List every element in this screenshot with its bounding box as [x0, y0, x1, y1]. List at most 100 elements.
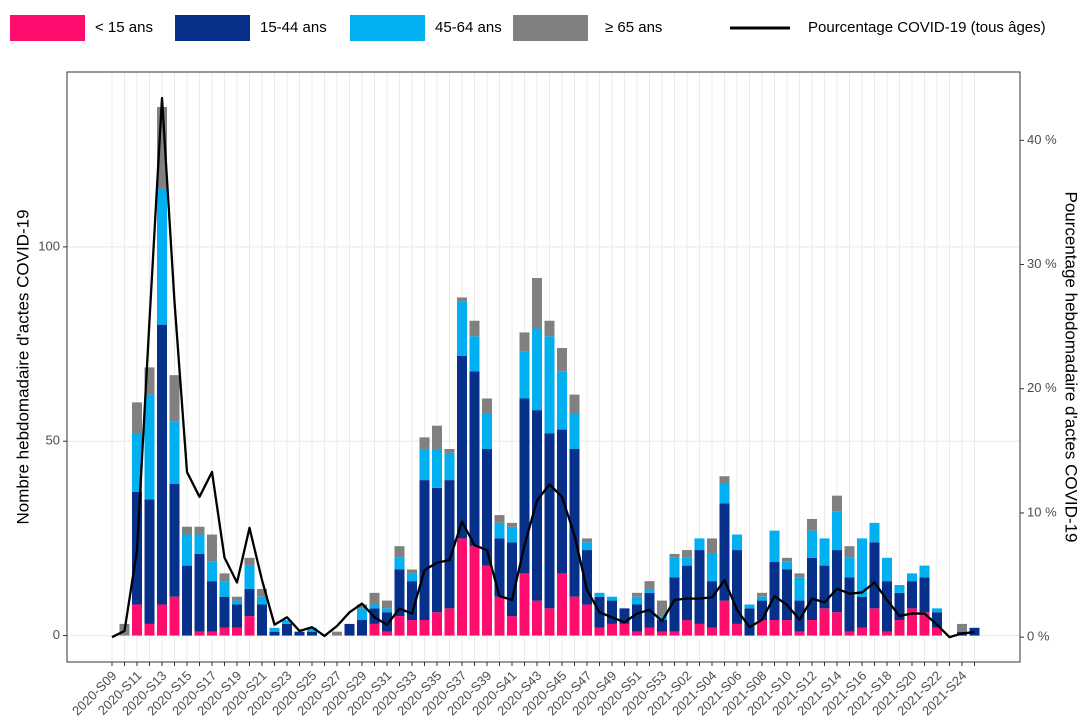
bar-segment — [844, 577, 855, 632]
bar-segment — [194, 526, 205, 535]
bar-segment — [519, 573, 530, 636]
bar-segment — [182, 526, 192, 535]
y2-axis-title: Pourcentage hebdomadaire d'actes COVID-1… — [1062, 191, 1081, 542]
bar-segment — [194, 553, 205, 632]
bar-segment — [682, 620, 692, 636]
bar-segment — [894, 585, 905, 593]
legend-label: ≥ 65 ans — [605, 19, 662, 36]
bar-segment — [894, 592, 905, 621]
bar-segment — [907, 581, 917, 609]
bar-segment — [282, 620, 292, 624]
bar-segment — [657, 620, 667, 632]
bar-segment — [382, 600, 392, 609]
bar-segment — [832, 612, 842, 636]
bar-segment — [307, 631, 317, 636]
y-tick-label: 0 — [53, 627, 60, 642]
bar-segment — [844, 631, 855, 636]
bar-segment — [869, 542, 880, 609]
bar-segment — [532, 277, 542, 329]
bar-segment — [757, 596, 767, 601]
bar-segment — [332, 631, 342, 636]
bar-segment — [544, 336, 555, 434]
legend-swatch — [10, 15, 85, 41]
bar-segment — [457, 355, 467, 539]
bar-segment — [832, 550, 842, 613]
bar-segment — [694, 623, 705, 636]
bar-segment — [432, 425, 442, 450]
bar-segment — [232, 604, 242, 628]
bar-segment — [932, 612, 942, 628]
bar-segment — [244, 565, 255, 589]
bar-segment — [669, 577, 680, 632]
bar-segment — [844, 546, 855, 558]
bar-segment — [482, 398, 492, 415]
bar-segment — [669, 631, 680, 636]
bar-segment — [619, 608, 630, 624]
bar-segment — [207, 581, 217, 632]
bar-segment — [657, 631, 667, 636]
bar-segment — [807, 620, 817, 636]
bar-segment — [882, 557, 892, 582]
bar-segment — [232, 600, 242, 605]
bar-segment — [469, 371, 480, 547]
bar-segment — [194, 631, 205, 636]
bar-segment — [757, 592, 767, 597]
bar-segment — [857, 596, 867, 628]
bar-segment — [582, 538, 592, 543]
bar-segment — [757, 620, 767, 636]
bar-segment — [819, 538, 830, 566]
bar-segment — [644, 588, 655, 593]
bar-segment — [719, 600, 730, 636]
bar-segment — [307, 627, 317, 632]
bar-segment — [719, 503, 730, 601]
bar-segment — [507, 522, 517, 527]
bar-segment — [819, 608, 830, 636]
bar-segment — [569, 596, 580, 636]
bar-segment — [469, 320, 480, 337]
y2-tick-label: 10 % — [1027, 504, 1057, 519]
bar-segment — [519, 332, 530, 352]
bar-segment — [432, 449, 442, 488]
bar-segment — [669, 553, 680, 558]
bar-segment — [644, 627, 655, 636]
bar-segment — [132, 402, 142, 434]
bar-segment — [444, 480, 455, 609]
bar-segment — [257, 604, 267, 636]
bar-segment — [369, 592, 380, 605]
bar-segment — [169, 421, 180, 484]
bar-segment — [707, 553, 717, 582]
bar-segment — [207, 561, 217, 582]
bar-segment — [594, 592, 605, 597]
bar-segment — [469, 336, 480, 372]
bar-segment — [157, 106, 167, 189]
bar-segment — [682, 565, 692, 621]
bar-segment — [582, 542, 592, 551]
bar-segment — [769, 561, 780, 621]
bar-segment — [469, 546, 480, 636]
bar-segment — [832, 511, 842, 551]
bar-segment — [569, 414, 580, 450]
bar-segment — [382, 612, 392, 632]
panel-border — [66, 71, 1021, 663]
line — [111, 96, 975, 639]
bar-segment — [294, 631, 305, 636]
bar-segment — [457, 297, 467, 302]
bar-segment — [419, 620, 430, 636]
bar-segment — [507, 526, 517, 543]
y-axis-title: Nombre hebdomadaire d'actes COVID-19 — [13, 209, 32, 524]
bar-segment — [694, 550, 705, 624]
bar-segment — [394, 546, 405, 558]
legend-swatch — [513, 15, 588, 41]
bar-segment — [707, 538, 717, 554]
bar-segment — [782, 557, 792, 562]
bar-segment — [444, 449, 455, 453]
bar-segment — [494, 596, 505, 636]
bar-segment — [557, 347, 567, 372]
bar-segment — [282, 623, 292, 636]
legend-label: 45-64 ans — [435, 19, 502, 36]
bar-segment — [357, 608, 367, 621]
bar-segment — [532, 328, 542, 411]
bar-segment — [132, 433, 142, 492]
bar-segment — [882, 631, 892, 636]
bar-segment — [219, 627, 230, 636]
